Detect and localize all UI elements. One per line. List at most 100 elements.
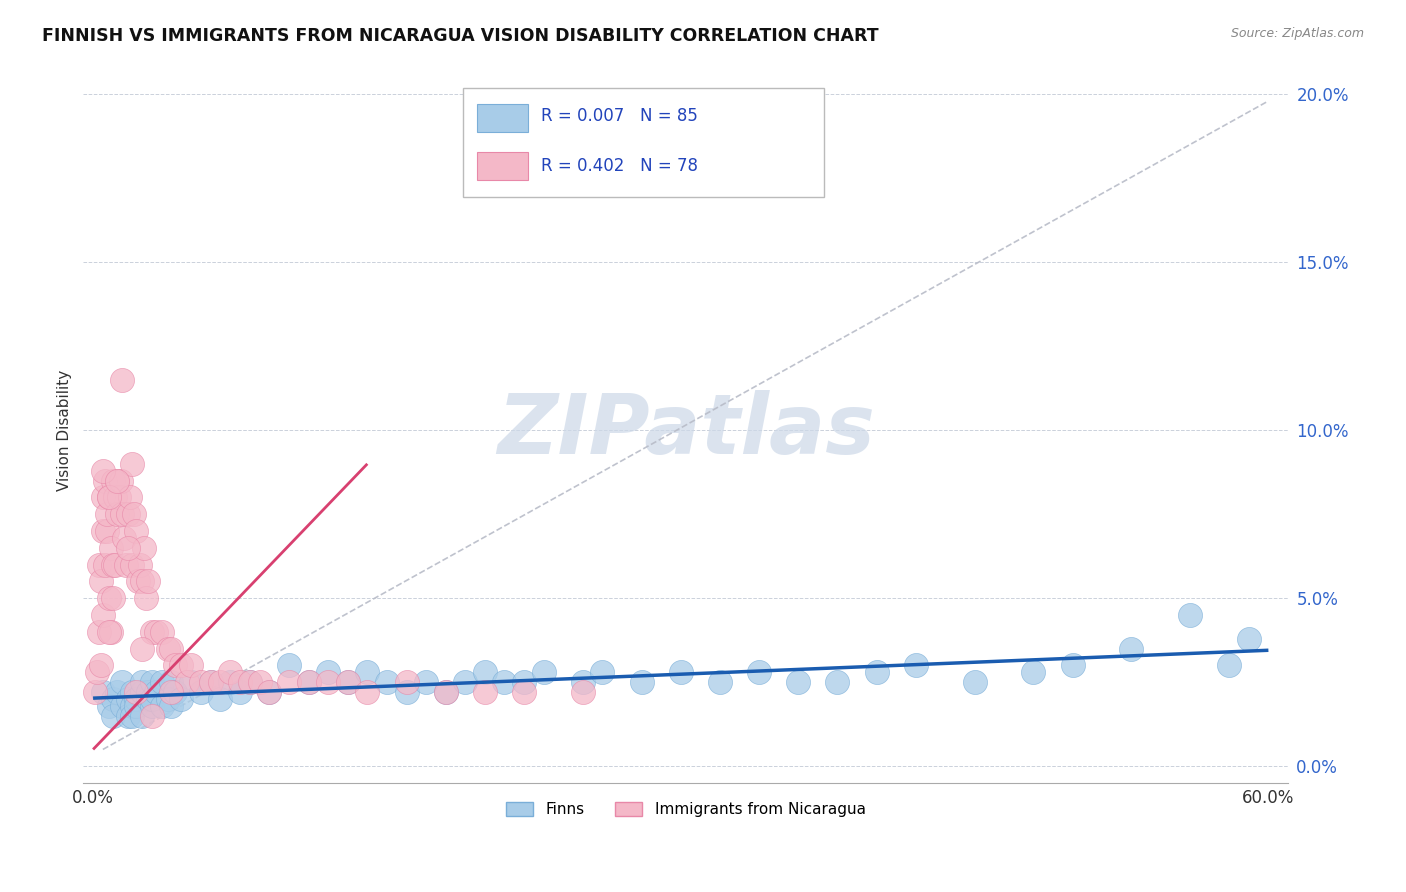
Point [112,531,135,545]
Point [395,685,418,699]
Point [105,474,128,488]
Point [219,675,242,690]
Point [259,685,281,699]
Point [132,541,155,555]
Point [141,692,163,706]
FancyBboxPatch shape [463,88,824,197]
Point [120,491,142,505]
Point [160,675,183,690]
Point [129,558,152,572]
Point [121,709,143,723]
Point [136,685,159,699]
Point [117,508,139,522]
Point [1237,632,1260,646]
Point [141,624,163,639]
Point [170,658,193,673]
Point [336,675,359,690]
Point [434,685,457,699]
Point [591,665,613,680]
Point [336,675,359,690]
Point [709,675,731,690]
Point [316,665,339,680]
Point [229,685,252,699]
Point [434,685,457,699]
Point [141,709,163,723]
Point [121,685,143,699]
Point [131,709,153,723]
Text: R = 0.007   N = 85: R = 0.007 N = 85 [541,107,697,125]
Point [97,491,120,505]
Point [474,685,496,699]
Point [101,558,124,572]
Point [572,685,595,699]
Point [141,698,163,713]
Point [865,665,887,680]
Text: ZIPatlas: ZIPatlas [496,390,875,471]
Point [454,675,477,690]
Point [533,665,555,680]
Point [160,685,183,699]
Text: R = 0.402   N = 78: R = 0.402 N = 78 [541,157,697,175]
Point [904,658,927,673]
Point [219,665,242,680]
Point [105,685,128,699]
Point [91,685,114,699]
Point [101,591,124,606]
Point [131,675,153,690]
Point [1062,658,1084,673]
Point [135,591,157,606]
Point [239,675,262,690]
Point [97,591,120,606]
Point [87,558,110,572]
Point [356,665,378,680]
Point [121,698,143,713]
Point [86,665,108,680]
Point [84,685,107,699]
Point [787,675,810,690]
Point [111,675,134,690]
Point [145,685,167,699]
Point [122,508,145,522]
Point [111,508,134,522]
Point [827,675,849,690]
Point [90,658,112,673]
Point [105,508,128,522]
Point [150,675,173,690]
Point [117,709,139,723]
Point [160,641,183,656]
Point [669,665,692,680]
Point [110,474,132,488]
Point [474,665,496,680]
Point [572,675,595,690]
Point [229,675,252,690]
Point [90,574,112,589]
Point [156,692,179,706]
Point [97,624,120,639]
Point [1218,658,1240,673]
Point [94,558,117,572]
Point [1121,641,1143,656]
Point [395,675,418,690]
Bar [477,103,527,132]
Point [125,692,148,706]
Point [104,491,127,505]
Legend: Finns, Immigrants from Nicaragua: Finns, Immigrants from Nicaragua [498,795,873,825]
Point [97,491,120,505]
Point [356,685,378,699]
Point [101,692,124,706]
Point [125,524,148,538]
Point [278,658,301,673]
Point [127,574,149,589]
Point [117,692,139,706]
Point [91,491,114,505]
Point [249,675,271,690]
Point [180,675,202,690]
Point [100,541,122,555]
Y-axis label: Vision Disability: Vision Disability [58,369,72,491]
Point [101,474,124,488]
Point [494,675,516,690]
Point [131,641,153,656]
Point [190,675,212,690]
Text: Source: ZipAtlas.com: Source: ZipAtlas.com [1230,27,1364,40]
Point [131,574,153,589]
